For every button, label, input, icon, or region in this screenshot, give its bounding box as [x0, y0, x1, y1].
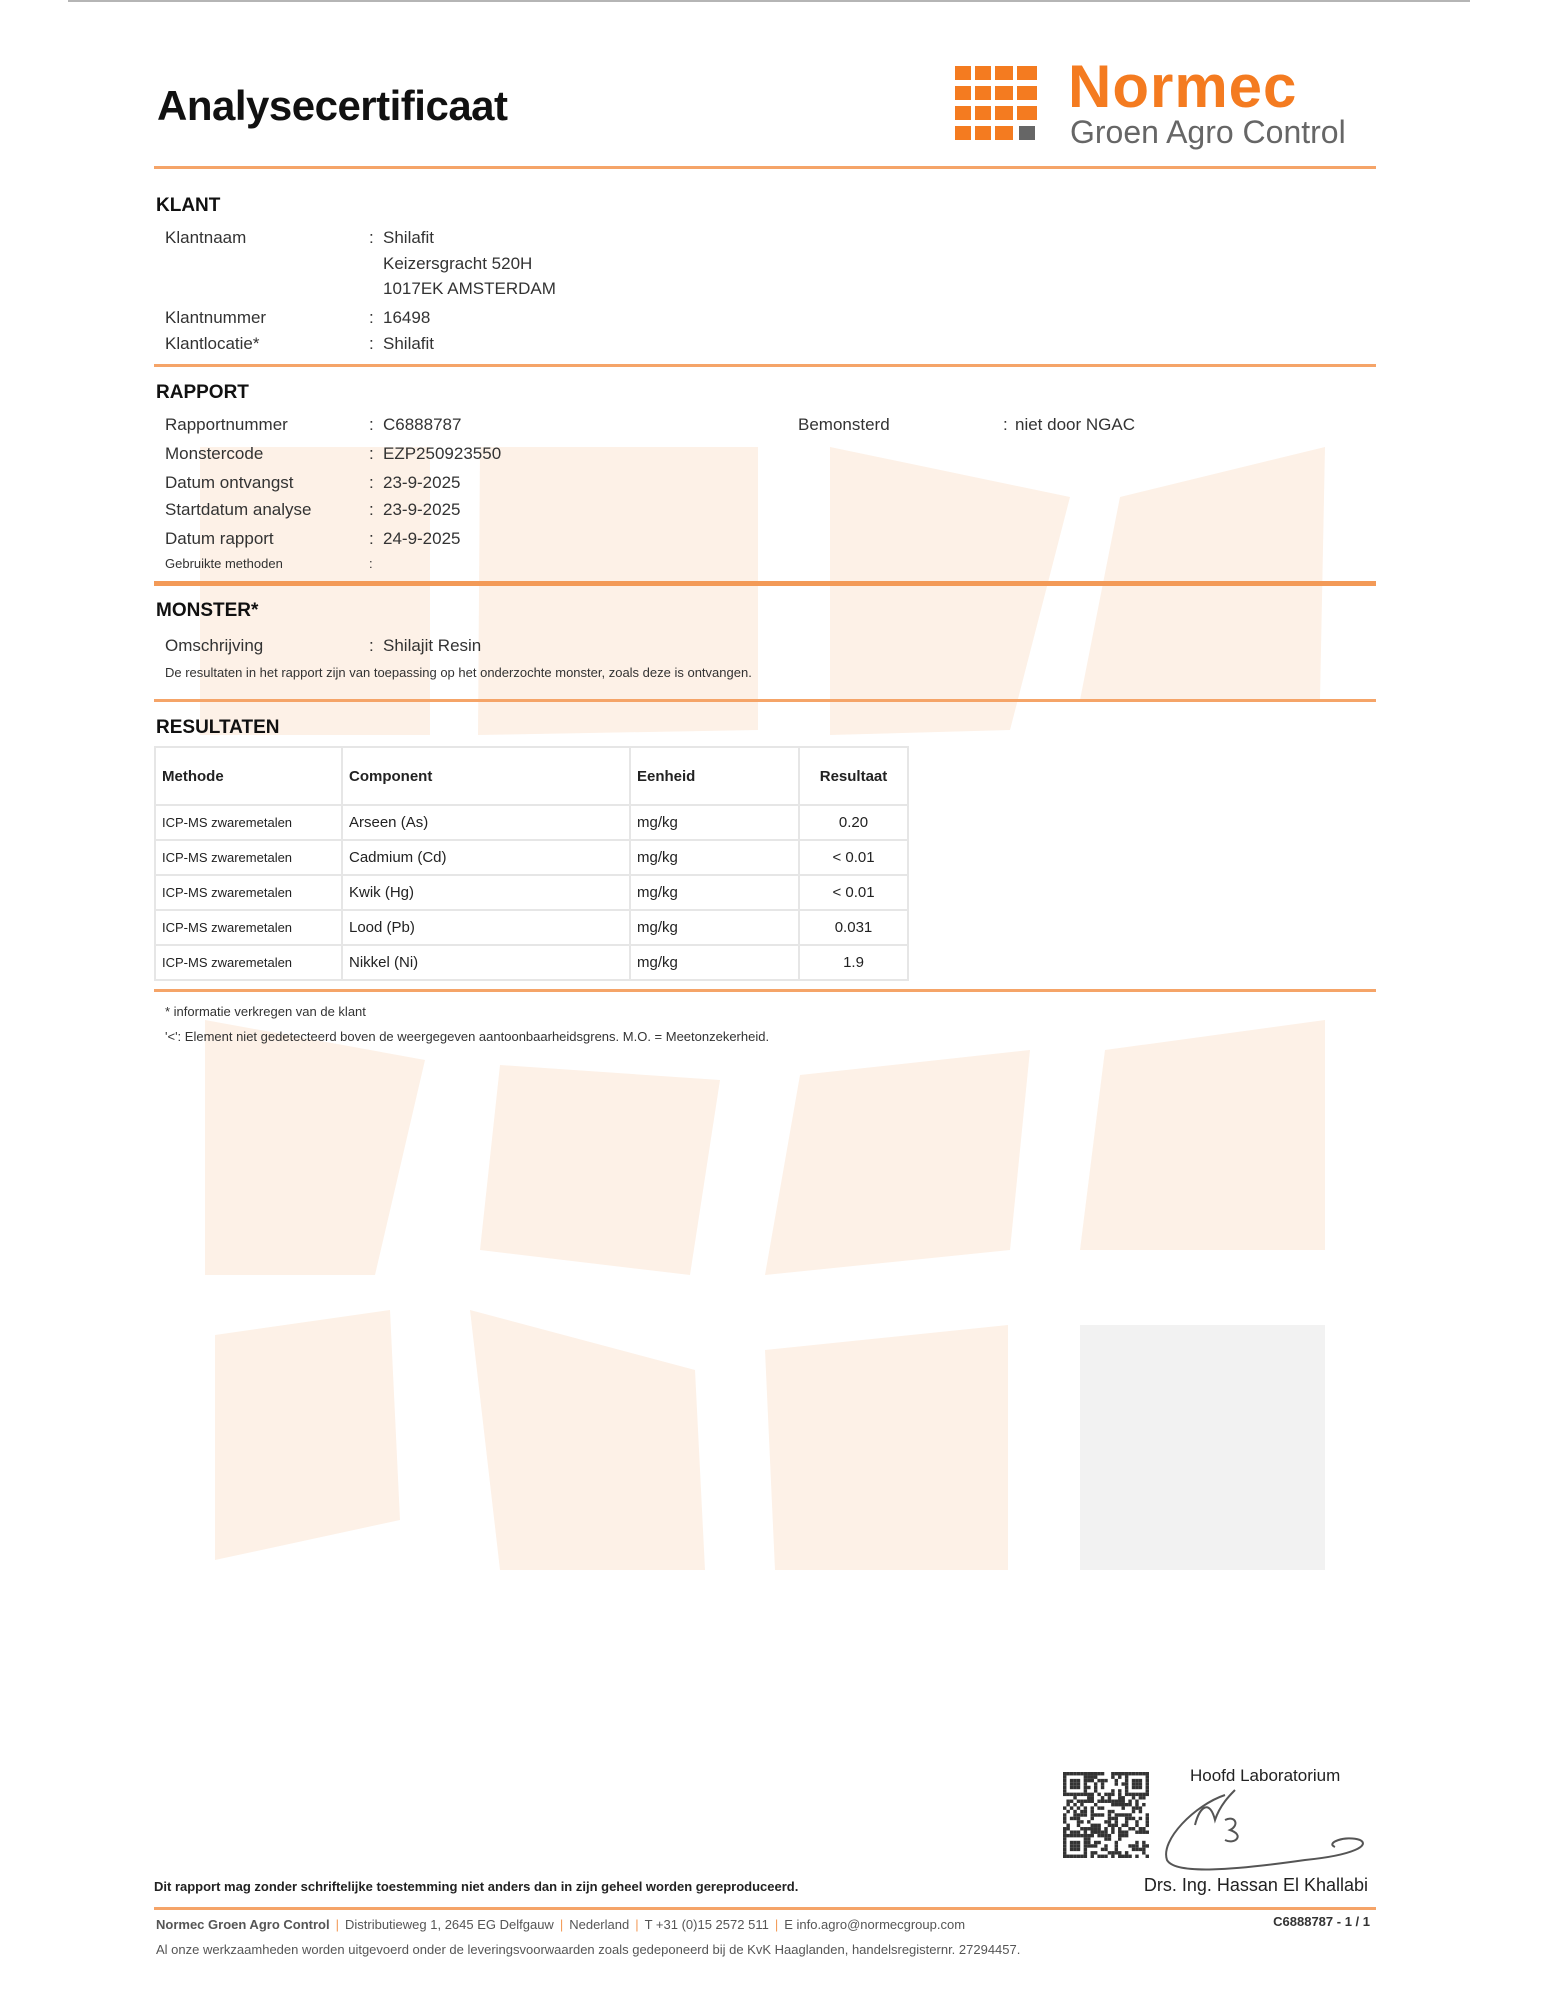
footer-company: Normec Groen Agro Control [156, 1917, 330, 1932]
col-eenheid: Eenheid [629, 746, 800, 806]
divider [154, 166, 1376, 169]
col-component: Component [341, 746, 631, 806]
logo-subtitle: Groen Agro Control [1070, 114, 1346, 150]
rapportnummer-label: Rapportnummer [165, 415, 288, 434]
colon: : [369, 500, 374, 519]
top-border [68, 0, 1470, 2]
footnote-2: '<': Element niet gedetecteerd boven de … [165, 1029, 770, 1044]
page-reference: C6888787 - 1 / 1 [1273, 1914, 1370, 1929]
page-title: Analysecertificaat [157, 82, 508, 129]
footnote-1: * informatie verkregen van de klant [165, 1004, 366, 1019]
footer-email[interactable]: E info.agro@normecgroup.com [784, 1917, 966, 1932]
datum-ontvangst-value: 23-9-2025 [383, 473, 461, 492]
divider [154, 364, 1376, 367]
reproduction-notice: Dit rapport mag zonder schriftelijke toe… [154, 1879, 799, 1894]
cell-methode: ICP-MS zwaremetalen [154, 909, 343, 946]
results-table: Methode Component Eenheid Resultaat ICP-… [154, 746, 909, 981]
footer-terms: Al onze werkzaamheden worden uitgevoerd … [156, 1942, 1021, 1957]
cell-eenheid: mg/kg [629, 839, 800, 876]
cell-component: Lood (Pb) [341, 909, 631, 946]
divider [154, 581, 1376, 586]
signature-role: Hoofd Laboratorium [1190, 1766, 1341, 1785]
qr-code-icon [1063, 1772, 1149, 1858]
cell-component: Kwik (Hg) [341, 874, 631, 911]
datum-rapport-value: 24-9-2025 [383, 529, 461, 548]
cell-eenheid: mg/kg [629, 909, 800, 946]
cell-component: Arseen (As) [341, 804, 631, 841]
table-row: ICP-MS zwaremetalen Cadmium (Cd) mg/kg < 0.… [154, 839, 909, 876]
colon: : [1003, 415, 1008, 434]
omschrijving-label: Omschrijving [165, 636, 264, 655]
table-row: ICP-MS zwaremetalen Kwik (Hg) mg/kg < 0.01 [154, 874, 909, 911]
col-methode: Methode [154, 746, 343, 806]
cell-resultaat: < 0.01 [798, 874, 909, 911]
colon: : [369, 308, 374, 327]
monster-note: De resultaten in het rapport zijn van to… [165, 665, 752, 680]
divider [154, 989, 1376, 992]
rapportnummer-value: C6888787 [383, 415, 462, 434]
cell-eenheid: mg/kg [629, 804, 800, 841]
klantlocatie-value: Shilafit [383, 334, 435, 353]
cell-methode: ICP-MS zwaremetalen [154, 874, 343, 911]
klantnummer-label: Klantnummer [165, 308, 267, 327]
cell-methode: ICP-MS zwaremetalen [154, 944, 343, 981]
omschrijving-value: Shilajit Resin [383, 636, 482, 655]
cell-resultaat: 1.9 [798, 944, 909, 981]
footer-country: Nederland [569, 1917, 630, 1932]
divider [154, 1907, 1376, 1910]
table-row: ICP-MS zwaremetalen Lood (Pb) mg/kg 0.031 [154, 909, 909, 946]
table-row: ICP-MS zwaremetalen Arseen (As) mg/kg 0.20 [154, 804, 909, 841]
startdatum-label: Startdatum analyse [165, 500, 312, 519]
section-monster-heading: MONSTER* [156, 600, 259, 621]
footer-address: Distributieweg 1, 2645 EG Delfgauw [344, 1917, 554, 1932]
datum-rapport-label: Datum rapport [165, 529, 274, 548]
klantnaam-value: Shilafit [383, 228, 435, 247]
cell-resultaat: 0.031 [798, 909, 909, 946]
klantlocatie-label: Klantlocatie* [165, 334, 260, 353]
monstercode-label: Monstercode [165, 444, 264, 463]
cell-methode: ICP-MS zwaremetalen [154, 839, 343, 876]
methoden-label: Gebruikte methoden [165, 556, 283, 571]
colon: : [369, 334, 374, 353]
startdatum-value: 23-9-2025 [383, 500, 461, 519]
table-header-row: Methode Component Eenheid Resultaat [154, 746, 909, 806]
klantnummer-value: 16498 [383, 308, 431, 327]
section-klant-heading: KLANT [156, 195, 221, 216]
cell-component: Nikkel (Ni) [341, 944, 631, 981]
colon: : [369, 636, 374, 655]
logo-name: Normec [1068, 53, 1298, 120]
cell-methode: ICP-MS zwaremetalen [154, 804, 343, 841]
col-resultaat: Resultaat [798, 746, 909, 806]
cell-resultaat: 0.20 [798, 804, 909, 841]
cell-eenheid: mg/kg [629, 874, 800, 911]
footer-contact: Normec Groen Agro Control | Distributieweg… [156, 1917, 966, 1932]
signatory-name: Drs. Ing. Hassan El Khallabi [1143, 1875, 1368, 1895]
footer-phone: T +31 (0)15 2572 511 [644, 1917, 769, 1932]
colon: : [369, 415, 374, 434]
cell-resultaat: < 0.01 [798, 839, 909, 876]
colon: : [369, 473, 374, 492]
normec-logo-icon [955, 66, 1037, 140]
bemonsterd-label: Bemonsterd [798, 415, 890, 434]
cell-component: Cadmium (Cd) [341, 839, 631, 876]
klantnaam-label: Klantnaam [165, 228, 247, 247]
signature-image [1165, 1789, 1364, 1871]
table-row: ICP-MS zwaremetalen Nikkel (Ni) mg/kg 1.9 [154, 944, 909, 981]
datum-ontvangst-label: Datum ontvangst [165, 473, 294, 492]
colon: : [369, 228, 374, 247]
bemonsterd-value: niet door NGAC [1015, 415, 1135, 434]
address-line-1: Keizersgracht 520H [383, 254, 533, 273]
colon: : [369, 556, 373, 571]
cell-eenheid: mg/kg [629, 944, 800, 981]
address-line-2: 1017EK AMSTERDAM [383, 279, 556, 298]
colon: : [369, 529, 374, 548]
monstercode-value: EZP250923550 [383, 444, 502, 463]
divider [154, 699, 1376, 702]
section-rapport-heading: RAPPORT [156, 382, 249, 403]
colon: : [369, 444, 374, 463]
section-resultaten-heading: RESULTATEN [156, 717, 280, 738]
